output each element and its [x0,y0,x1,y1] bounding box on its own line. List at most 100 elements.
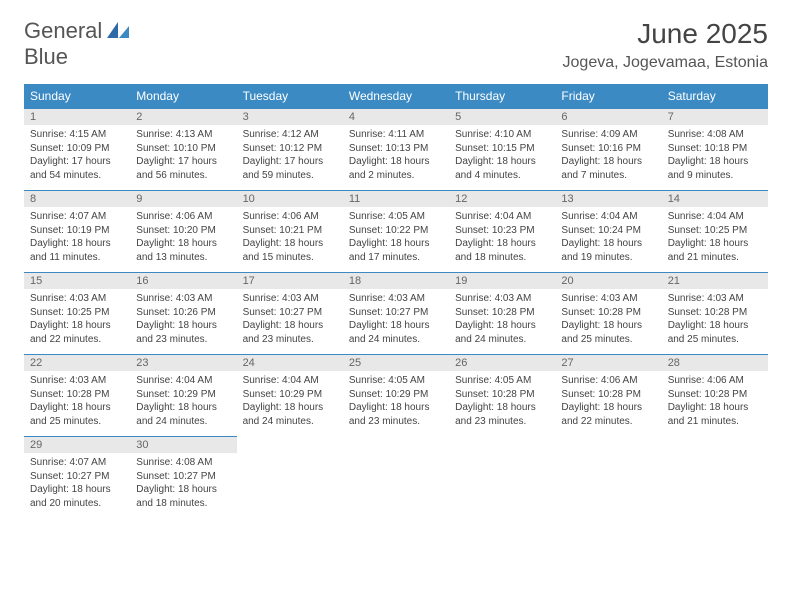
calendar-cell [555,436,661,518]
day-body: Sunrise: 4:07 AMSunset: 10:19 PMDaylight… [24,207,130,272]
sunrise-line: Sunrise: 4:03 AM [30,374,124,388]
daylight-line: Daylight: 18 hours and 17 minutes. [349,237,443,264]
sunrise-line: Sunrise: 4:08 AM [668,128,762,142]
calendar-cell: 14Sunrise: 4:04 AMSunset: 10:25 PMDaylig… [662,190,768,272]
weekday-header: Friday [555,84,661,108]
calendar-cell: 5Sunrise: 4:10 AMSunset: 10:15 PMDayligh… [449,108,555,190]
sunrise-line: Sunrise: 4:03 AM [668,292,762,306]
day-body: Sunrise: 4:04 AMSunset: 10:29 PMDaylight… [130,371,236,436]
calendar-cell [237,436,343,518]
sunset-line: Sunset: 10:27 PM [243,306,337,320]
day-number: 28 [662,354,768,371]
sunrise-line: Sunrise: 4:12 AM [243,128,337,142]
sunrise-line: Sunrise: 4:11 AM [349,128,443,142]
empty-cell [237,436,343,494]
day-number: 3 [237,108,343,125]
sunrise-line: Sunrise: 4:09 AM [561,128,655,142]
daylight-line: Daylight: 18 hours and 4 minutes. [455,155,549,182]
day-body: Sunrise: 4:10 AMSunset: 10:15 PMDaylight… [449,125,555,190]
day-body: Sunrise: 4:12 AMSunset: 10:12 PMDaylight… [237,125,343,190]
sunset-line: Sunset: 10:20 PM [136,224,230,238]
title-block: June 2025 Jogeva, Jogevamaa, Estonia [563,18,768,72]
day-number: 10 [237,190,343,207]
sunrise-line: Sunrise: 4:03 AM [136,292,230,306]
day-body: Sunrise: 4:03 AMSunset: 10:28 PMDaylight… [662,289,768,354]
day-number: 22 [24,354,130,371]
day-body: Sunrise: 4:04 AMSunset: 10:25 PMDaylight… [662,207,768,272]
brand-line1: General [24,18,102,43]
sunrise-line: Sunrise: 4:07 AM [30,210,124,224]
day-number: 1 [24,108,130,125]
sunset-line: Sunset: 10:29 PM [243,388,337,402]
sunset-line: Sunset: 10:27 PM [349,306,443,320]
calendar-cell: 15Sunrise: 4:03 AMSunset: 10:25 PMDaylig… [24,272,130,354]
sunrise-line: Sunrise: 4:03 AM [243,292,337,306]
sail-icon [107,22,129,38]
sunset-line: Sunset: 10:28 PM [561,306,655,320]
sunrise-line: Sunrise: 4:03 AM [561,292,655,306]
day-body: Sunrise: 4:11 AMSunset: 10:13 PMDaylight… [343,125,449,190]
sunrise-line: Sunrise: 4:15 AM [30,128,124,142]
weekday-header: Saturday [662,84,768,108]
sunrise-line: Sunrise: 4:05 AM [349,210,443,224]
day-number: 25 [343,354,449,371]
day-number: 6 [555,108,661,125]
daylight-line: Daylight: 18 hours and 7 minutes. [561,155,655,182]
day-body: Sunrise: 4:03 AMSunset: 10:26 PMDaylight… [130,289,236,354]
day-number: 13 [555,190,661,207]
daylight-line: Daylight: 18 hours and 21 minutes. [668,237,762,264]
day-number: 19 [449,272,555,289]
calendar-cell: 16Sunrise: 4:03 AMSunset: 10:26 PMDaylig… [130,272,236,354]
location: Jogeva, Jogevamaa, Estonia [563,54,768,72]
month-title: June 2025 [563,18,768,50]
brand-line2: Blue [24,44,68,69]
calendar-cell: 6Sunrise: 4:09 AMSunset: 10:16 PMDayligh… [555,108,661,190]
sunrise-line: Sunrise: 4:03 AM [455,292,549,306]
day-body: Sunrise: 4:03 AMSunset: 10:28 PMDaylight… [449,289,555,354]
sunrise-line: Sunrise: 4:03 AM [349,292,443,306]
calendar-cell: 19Sunrise: 4:03 AMSunset: 10:28 PMDaylig… [449,272,555,354]
day-number: 20 [555,272,661,289]
calendar-cell: 24Sunrise: 4:04 AMSunset: 10:29 PMDaylig… [237,354,343,436]
empty-cell [449,436,555,494]
weekday-header: Sunday [24,84,130,108]
day-body: Sunrise: 4:03 AMSunset: 10:27 PMDaylight… [237,289,343,354]
day-number: 8 [24,190,130,207]
sunset-line: Sunset: 10:26 PM [136,306,230,320]
day-body: Sunrise: 4:13 AMSunset: 10:10 PMDaylight… [130,125,236,190]
daylight-line: Daylight: 18 hours and 22 minutes. [561,401,655,428]
day-number: 23 [130,354,236,371]
day-number: 9 [130,190,236,207]
sunset-line: Sunset: 10:28 PM [561,388,655,402]
sunrise-line: Sunrise: 4:05 AM [349,374,443,388]
day-body: Sunrise: 4:06 AMSunset: 10:20 PMDaylight… [130,207,236,272]
day-number: 18 [343,272,449,289]
day-body: Sunrise: 4:05 AMSunset: 10:22 PMDaylight… [343,207,449,272]
daylight-line: Daylight: 18 hours and 23 minutes. [136,319,230,346]
sunrise-line: Sunrise: 4:10 AM [455,128,549,142]
sunrise-line: Sunrise: 4:13 AM [136,128,230,142]
sunrise-line: Sunrise: 4:04 AM [455,210,549,224]
sunrise-line: Sunrise: 4:08 AM [136,456,230,470]
calendar-cell: 18Sunrise: 4:03 AMSunset: 10:27 PMDaylig… [343,272,449,354]
day-number: 17 [237,272,343,289]
day-body: Sunrise: 4:07 AMSunset: 10:27 PMDaylight… [24,453,130,518]
sunset-line: Sunset: 10:25 PM [30,306,124,320]
calendar-cell: 30Sunrise: 4:08 AMSunset: 10:27 PMDaylig… [130,436,236,518]
sunset-line: Sunset: 10:21 PM [243,224,337,238]
calendar-cell: 26Sunrise: 4:05 AMSunset: 10:28 PMDaylig… [449,354,555,436]
sunset-line: Sunset: 10:23 PM [455,224,549,238]
calendar-cell [343,436,449,518]
daylight-line: Daylight: 18 hours and 13 minutes. [136,237,230,264]
sunset-line: Sunset: 10:12 PM [243,142,337,156]
day-number: 5 [449,108,555,125]
day-body: Sunrise: 4:03 AMSunset: 10:27 PMDaylight… [343,289,449,354]
sunset-line: Sunset: 10:22 PM [349,224,443,238]
day-body: Sunrise: 4:06 AMSunset: 10:28 PMDaylight… [662,371,768,436]
day-number: 21 [662,272,768,289]
sunset-line: Sunset: 10:18 PM [668,142,762,156]
calendar-cell: 13Sunrise: 4:04 AMSunset: 10:24 PMDaylig… [555,190,661,272]
daylight-line: Daylight: 18 hours and 25 minutes. [561,319,655,346]
calendar-cell: 12Sunrise: 4:04 AMSunset: 10:23 PMDaylig… [449,190,555,272]
sunset-line: Sunset: 10:29 PM [136,388,230,402]
